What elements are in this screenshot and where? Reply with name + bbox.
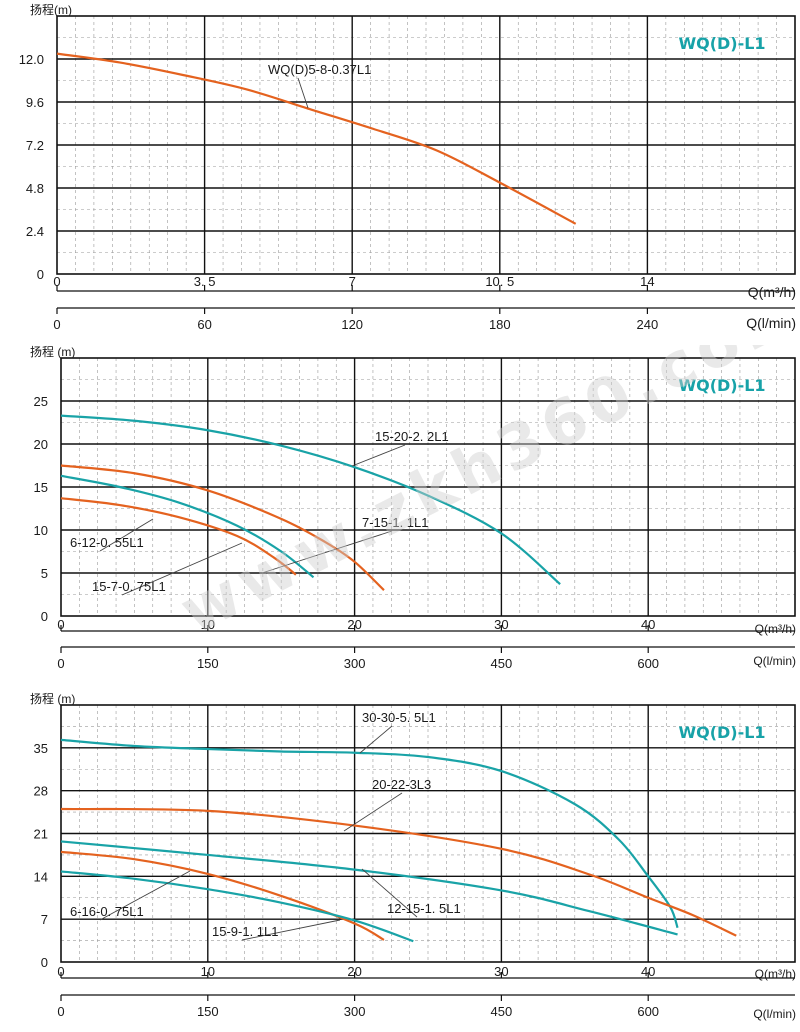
- annotation-leader: [99, 870, 191, 921]
- major-grid: [61, 358, 795, 616]
- series-line: [60, 850, 385, 941]
- series-line: [60, 840, 678, 936]
- y-tick-label: 0: [41, 955, 48, 970]
- y-axis-label: 扬程 (m): [30, 691, 75, 706]
- annotation-leader: [343, 792, 403, 832]
- series-line: [60, 414, 561, 586]
- series-annotation: 7-15-1. 1L1: [362, 515, 429, 530]
- annotation-leader: [241, 919, 341, 941]
- annotation-leader: [359, 725, 393, 754]
- x2-tick-label: 450: [491, 1004, 513, 1019]
- x-tick-label: 10: [201, 964, 215, 979]
- x-tick-label: 0: [53, 274, 60, 289]
- series-annotation: 15-7-0. 75L1: [92, 579, 166, 594]
- y-tick-label: 9.6: [26, 95, 44, 110]
- y-tick-label: 7.2: [26, 138, 44, 153]
- y-tick-label: 21: [34, 827, 48, 842]
- series-annotation: WQ(D)5-8-0.37L1: [268, 62, 371, 77]
- major-grid: [57, 16, 795, 274]
- x2-tick-label: 0: [57, 1004, 64, 1019]
- series-annotation: 6-16-0. 75L1: [70, 904, 144, 919]
- x2-axis-label: Q(l/min): [746, 315, 796, 331]
- y-tick-label: 25: [34, 394, 48, 409]
- chart-3: 扬程 (m)07142128350010150203003045040600Q(…: [30, 691, 796, 1021]
- y-tick-label: 10: [34, 523, 48, 538]
- x2-tick-label: 600: [637, 656, 659, 671]
- x2-tick-label: 240: [637, 317, 659, 332]
- x-tick-label: 10. 5: [485, 274, 514, 289]
- plot-frame: [56, 15, 796, 275]
- series-annotation: 12-15-1. 5L1: [387, 901, 461, 916]
- x2-tick-label: 600: [637, 1004, 659, 1019]
- x-tick-label: 0: [57, 964, 64, 979]
- x2-tick-label: 300: [344, 1004, 366, 1019]
- annotation-leader: [351, 444, 406, 467]
- series-line: [60, 738, 679, 929]
- annotation-leader: [121, 542, 243, 596]
- plot-frame: [60, 704, 796, 963]
- x2-axis-label: Q(l/min): [753, 1007, 796, 1021]
- y-tick-label: 12.0: [19, 52, 44, 67]
- y-tick-label: 0: [41, 609, 48, 624]
- y-axis-label: 扬程 (m): [30, 344, 75, 359]
- chart-title: WQ(D)-L1: [678, 723, 765, 742]
- x-tick-label: 14: [640, 274, 654, 289]
- x-tick-label: 10: [201, 617, 215, 632]
- series-line: [60, 464, 385, 591]
- y-tick-label: 2.4: [26, 224, 44, 239]
- series-line: [60, 497, 297, 576]
- series-line: [60, 870, 414, 943]
- x2-axis-label: Q(l/min): [753, 654, 796, 668]
- x-axis-label: Q(m³/h): [748, 284, 796, 300]
- chart-2: 扬程 (m)05101520250010150203003045040600Q(…: [30, 344, 796, 671]
- series-line: [56, 52, 577, 225]
- x-tick-label: 3. 5: [194, 274, 216, 289]
- series-line: [60, 807, 737, 937]
- series-annotation: 6-12-0. 55L1: [70, 535, 144, 550]
- y-tick-label: 35: [34, 741, 48, 756]
- y-tick-label: 28: [34, 784, 48, 799]
- x2-tick-label: 180: [489, 317, 511, 332]
- x-tick-label: 30: [494, 964, 508, 979]
- y-tick-label: 4.8: [26, 181, 44, 196]
- y-tick-label: 20: [34, 437, 48, 452]
- annotation-leader: [297, 77, 309, 109]
- x2-tick-label: 0: [57, 656, 64, 671]
- chart-title: WQ(D)-L1: [678, 34, 765, 53]
- x-tick-label: 7: [349, 274, 356, 289]
- y-tick-label: 7: [41, 912, 48, 927]
- x-tick-label: 20: [347, 617, 361, 632]
- series-annotation: 20-22-3L3: [372, 777, 431, 792]
- y-tick-label: 0: [37, 267, 44, 282]
- x2-tick-label: 60: [197, 317, 211, 332]
- annotation-leader: [99, 518, 154, 552]
- series-line: [60, 474, 315, 579]
- x2-tick-label: 120: [341, 317, 363, 332]
- series-annotation: 30-30-5. 5L1: [362, 710, 436, 725]
- series-annotation: 15-9-1. 1L1: [212, 924, 279, 939]
- chart-title: WQ(D)-L1: [678, 376, 765, 395]
- x2-tick-label: 450: [491, 656, 513, 671]
- x-axis-label: Q(m³/h): [755, 967, 796, 981]
- series-annotation: 15-20-2. 2L1: [375, 429, 449, 444]
- x2-tick-label: 150: [197, 656, 219, 671]
- y-tick-label: 15: [34, 480, 48, 495]
- x2-tick-label: 300: [344, 656, 366, 671]
- x-tick-label: 40: [641, 617, 655, 632]
- x2-tick-label: 0: [53, 317, 60, 332]
- x-axis-label: Q(m³/h): [755, 622, 796, 636]
- annotation-leader: [261, 530, 393, 574]
- plot-frame: [60, 357, 796, 617]
- annotation-leader: [361, 868, 418, 918]
- x-tick-label: 20: [347, 964, 361, 979]
- y-tick-label: 14: [34, 869, 48, 884]
- x-tick-label: 0: [57, 617, 64, 632]
- x-tick-label: 30: [494, 617, 508, 632]
- x2-tick-label: 150: [197, 1004, 219, 1019]
- x-tick-label: 40: [641, 964, 655, 979]
- y-tick-label: 5: [41, 566, 48, 581]
- y-axis-label: 扬程(m): [30, 2, 72, 17]
